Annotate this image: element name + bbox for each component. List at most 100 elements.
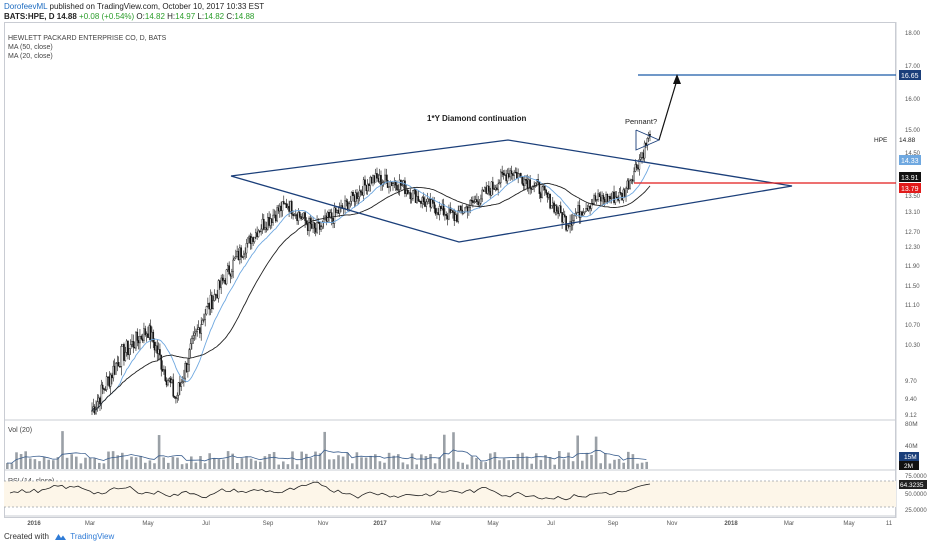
- candle-body: [255, 232, 257, 238]
- volume-bar: [332, 459, 336, 469]
- candle-body: [418, 200, 421, 202]
- candle-body: [101, 384, 104, 389]
- time-tick-label: Nov: [318, 521, 329, 527]
- volume-bar: [461, 462, 464, 469]
- candle-body: [155, 345, 157, 351]
- candle-body: [213, 294, 216, 301]
- volume-bar: [33, 459, 37, 469]
- candlesticks: [91, 130, 651, 415]
- candle-body: [450, 210, 453, 213]
- volume-bar: [111, 451, 115, 469]
- candle-body: [235, 256, 237, 259]
- candle-body: [623, 189, 626, 197]
- candle-body: [405, 190, 408, 194]
- candle-body: [211, 294, 213, 310]
- candle-body: [292, 213, 294, 216]
- candle-body: [647, 134, 650, 139]
- time-tick-label: Mar: [784, 521, 794, 527]
- candle-body: [406, 190, 409, 195]
- volume-bar: [535, 453, 538, 469]
- candle-body: [269, 218, 272, 226]
- candle-body: [208, 303, 210, 310]
- footer: Created with TradingView: [4, 532, 114, 541]
- candle-body: [356, 192, 358, 199]
- candle-body: [188, 349, 191, 365]
- candle-body: [622, 189, 625, 201]
- candle-body: [541, 186, 543, 198]
- volume-bar: [116, 455, 119, 469]
- price-tick-label: 11.10: [905, 303, 920, 309]
- last-price: 14.88: [56, 12, 77, 21]
- price-tick-label: 14.50: [905, 151, 921, 157]
- rsi-tick-75: 75.0000: [905, 474, 927, 480]
- volume-bar: [6, 463, 9, 469]
- candle-body: [136, 331, 139, 341]
- volume-bar: [134, 457, 138, 469]
- candle-body: [607, 196, 610, 202]
- candle-body: [149, 325, 152, 341]
- candle-body: [144, 328, 147, 336]
- candle-body: [629, 180, 631, 189]
- candle-body: [627, 180, 630, 189]
- candle-body: [563, 214, 566, 217]
- volume-bar: [222, 459, 225, 469]
- candle-body: [357, 196, 360, 199]
- candle-body: [518, 173, 521, 175]
- time-tick-label: 2018: [724, 521, 738, 527]
- volume-bar: [194, 462, 198, 469]
- author-link[interactable]: DorofeevML: [4, 2, 48, 11]
- candle-body: [573, 214, 575, 221]
- candle-body: [330, 212, 333, 219]
- candle-body: [420, 200, 422, 204]
- candle-body: [216, 294, 218, 299]
- candle-body: [286, 206, 289, 209]
- volume-bar: [364, 457, 368, 469]
- volume-bar: [153, 463, 156, 469]
- candle-body: [128, 348, 131, 356]
- candle-body: [179, 382, 181, 387]
- volume-bar: [576, 435, 579, 469]
- candle-body: [425, 201, 428, 207]
- candle-body: [428, 198, 430, 200]
- candle-body: [167, 380, 169, 386]
- volume-bar: [456, 461, 460, 469]
- candle-body: [201, 320, 204, 325]
- candle-body: [585, 208, 587, 212]
- candle-body: [611, 191, 614, 199]
- candle-body: [145, 333, 148, 336]
- volume-bar: [512, 459, 515, 469]
- candle-body: [169, 378, 172, 383]
- candle-body: [634, 164, 637, 172]
- volume-bar: [328, 459, 331, 469]
- volume-bar: [10, 463, 14, 469]
- candle-body: [468, 207, 470, 213]
- volume-bar: [286, 464, 290, 469]
- candle-body: [300, 216, 302, 220]
- volume-bar: [240, 458, 244, 469]
- candle-body: [545, 189, 547, 194]
- candle-body: [247, 237, 249, 244]
- candle-body: [345, 200, 348, 202]
- candle-body: [386, 179, 389, 188]
- candle-body: [192, 335, 195, 339]
- candle-body: [163, 369, 165, 372]
- time-tick-label: Nov: [667, 521, 678, 527]
- volume-bar: [548, 456, 552, 469]
- candle-body: [193, 332, 196, 336]
- price-tick-label: 16.00: [905, 97, 921, 103]
- candle-body: [159, 349, 161, 356]
- candle-body: [615, 196, 618, 199]
- candle-body: [268, 217, 270, 226]
- candle-body: [477, 201, 480, 206]
- candle-body: [635, 164, 638, 168]
- price-tick-label: 9.40: [905, 397, 917, 403]
- candle-body: [453, 212, 456, 221]
- candle-body: [589, 206, 591, 209]
- candle-body: [469, 200, 472, 208]
- candle-body: [249, 235, 252, 244]
- candle-body: [445, 214, 448, 216]
- footer-brand[interactable]: TradingView: [70, 532, 115, 541]
- volume-bar: [226, 451, 230, 469]
- candle-body: [199, 327, 201, 334]
